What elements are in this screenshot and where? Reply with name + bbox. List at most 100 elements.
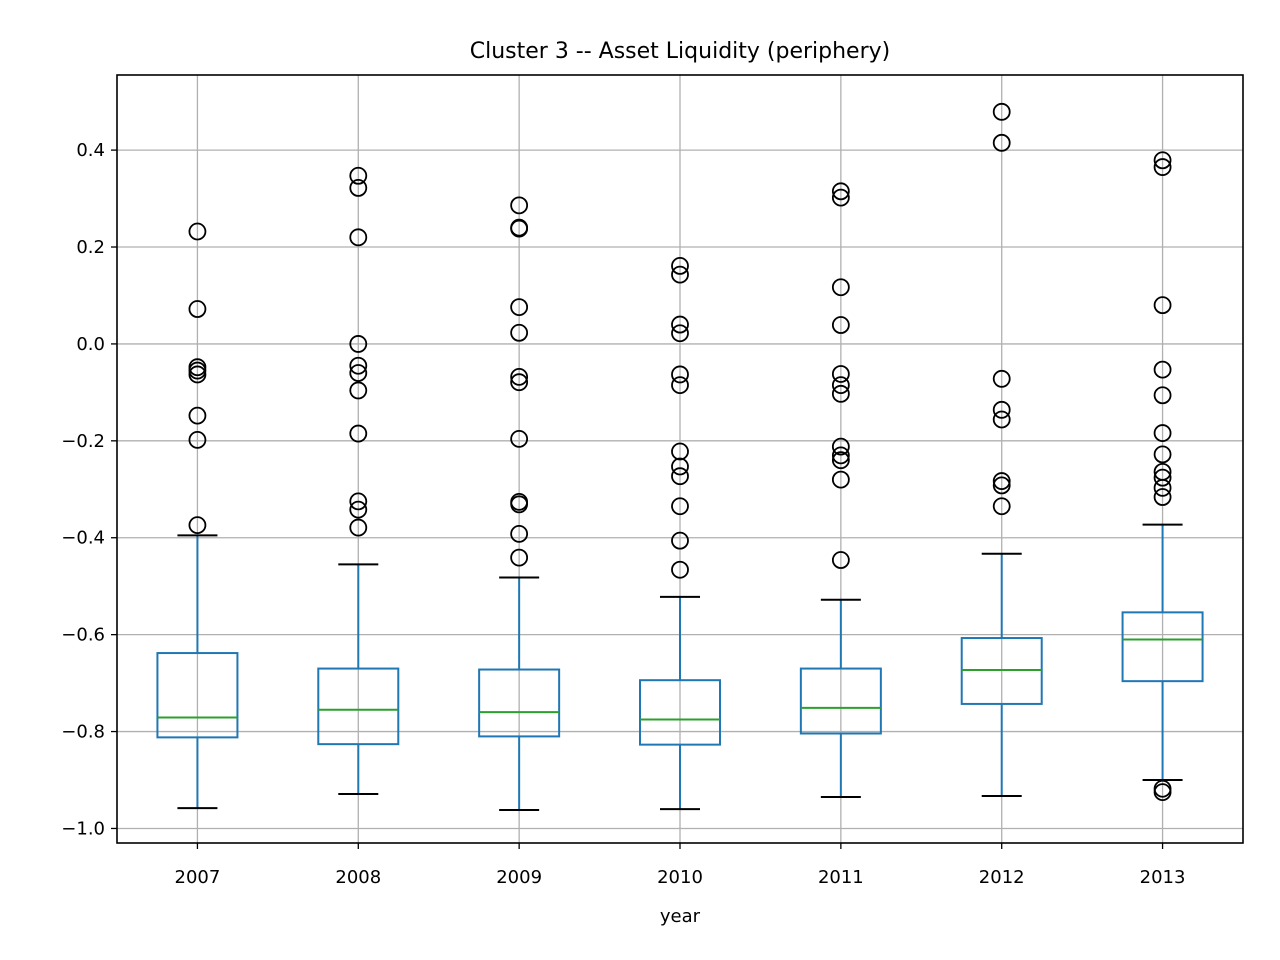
outlier-point bbox=[992, 133, 1011, 152]
x-tick-label: 2009 bbox=[496, 867, 542, 888]
outlier-point bbox=[1153, 360, 1172, 379]
outlier-point bbox=[1153, 445, 1172, 464]
box-iqr bbox=[1121, 611, 1204, 683]
outlier-point bbox=[671, 257, 689, 275]
outlier-point bbox=[992, 369, 1011, 388]
outlier-point bbox=[510, 219, 529, 238]
outlier-point bbox=[671, 497, 689, 516]
box-2007 bbox=[156, 222, 239, 810]
x-tick-label: 2007 bbox=[175, 867, 221, 888]
y-tick-label: −0.2 bbox=[61, 431, 105, 452]
outlier-point bbox=[349, 178, 368, 197]
outlier-point bbox=[1153, 488, 1172, 506]
outlier-point bbox=[992, 497, 1011, 516]
outlier-point bbox=[992, 410, 1011, 429]
outlier-point bbox=[1153, 424, 1172, 442]
outlier-point bbox=[671, 315, 689, 334]
outlier-point bbox=[671, 560, 689, 579]
outlier-point bbox=[671, 442, 689, 461]
outlier-point bbox=[1153, 478, 1172, 497]
outlier-point bbox=[831, 278, 850, 297]
outlier-point bbox=[188, 222, 207, 241]
x-tick-label: 2011 bbox=[818, 867, 864, 888]
outlier-point bbox=[188, 300, 207, 318]
outlier-point bbox=[992, 476, 1011, 495]
outlier-point bbox=[831, 384, 850, 403]
y-tick-label: 0.0 bbox=[76, 334, 105, 355]
outlier-point bbox=[349, 500, 368, 519]
box-iqr bbox=[156, 652, 239, 739]
box-2010 bbox=[639, 257, 721, 811]
outlier-point bbox=[349, 364, 368, 382]
y-tick-label: −1.0 bbox=[61, 818, 105, 839]
y-tick-label: −0.4 bbox=[61, 528, 105, 549]
outlier-point bbox=[671, 376, 689, 395]
outlier-point bbox=[510, 524, 529, 543]
box-2008 bbox=[317, 166, 400, 796]
outlier-point bbox=[1153, 783, 1172, 802]
outlier-point bbox=[349, 335, 368, 353]
outlier-point bbox=[349, 492, 368, 511]
outlier-point bbox=[671, 265, 689, 284]
x-tick-label: 2012 bbox=[979, 867, 1025, 888]
box-iqr bbox=[799, 667, 882, 735]
outlier-point bbox=[510, 367, 529, 386]
outlier-point bbox=[992, 472, 1011, 490]
x-axis-label: year bbox=[660, 906, 701, 927]
y-tick-label: −0.6 bbox=[61, 625, 105, 646]
outlier-point bbox=[1153, 151, 1172, 170]
outlier-point bbox=[831, 551, 850, 569]
x-tick-label: 2013 bbox=[1140, 867, 1186, 888]
box-iqr bbox=[478, 668, 561, 738]
outlier-point bbox=[349, 381, 368, 400]
outlier-point bbox=[510, 323, 529, 342]
box-iqr bbox=[639, 679, 721, 746]
outlier-point bbox=[188, 516, 207, 535]
y-tick-label: 0.4 bbox=[76, 140, 105, 161]
outlier-point bbox=[349, 424, 368, 443]
outlier-point bbox=[831, 182, 850, 201]
outlier-point bbox=[510, 548, 529, 567]
chart-title: Cluster 3 -- Asset Liquidity (periphery) bbox=[470, 39, 891, 64]
axes: 0.4 0.2 0.0 −0.2 −0.4 −0.6 −0.8 −1.0 2007 2008 200… bbox=[61, 140, 1185, 888]
outlier-point bbox=[671, 457, 689, 476]
outlier-point bbox=[831, 188, 850, 207]
box-2012 bbox=[960, 102, 1043, 797]
outlier-point bbox=[349, 356, 368, 375]
outlier-point bbox=[671, 365, 689, 384]
outlier-point bbox=[831, 376, 850, 395]
outlier-point bbox=[831, 446, 850, 465]
outlier-point bbox=[992, 400, 1011, 419]
outlier-point bbox=[992, 102, 1011, 121]
outlier-point bbox=[188, 365, 207, 384]
y-tick-label: 0.2 bbox=[76, 237, 105, 258]
outlier-point bbox=[510, 196, 529, 215]
outlier-point bbox=[349, 166, 368, 185]
outlier-point bbox=[831, 365, 850, 383]
outlier-point bbox=[831, 451, 850, 470]
outlier-point bbox=[831, 470, 850, 489]
box-series bbox=[156, 102, 1204, 812]
box-2009 bbox=[478, 196, 561, 812]
outlier-point bbox=[671, 324, 689, 343]
outlier-point bbox=[831, 316, 850, 334]
box-iqr bbox=[317, 667, 400, 746]
outlier-point bbox=[1153, 468, 1172, 487]
x-tick-label: 2010 bbox=[657, 867, 703, 888]
outlier-point bbox=[671, 531, 689, 550]
x-tick-label: 2008 bbox=[335, 867, 381, 888]
outlier-point bbox=[671, 467, 689, 486]
outlier-point bbox=[1153, 158, 1172, 176]
outlier-point bbox=[1153, 386, 1172, 405]
outlier-point bbox=[188, 406, 207, 425]
box-2011 bbox=[799, 182, 882, 798]
outlier-point bbox=[349, 518, 368, 537]
outlier-point bbox=[1153, 296, 1172, 315]
outlier-point bbox=[188, 430, 207, 449]
outlier-point bbox=[831, 437, 850, 456]
outlier-point bbox=[349, 228, 368, 247]
outlier-point bbox=[510, 373, 529, 392]
box-2013 bbox=[1121, 151, 1204, 802]
outlier-point bbox=[510, 298, 529, 316]
